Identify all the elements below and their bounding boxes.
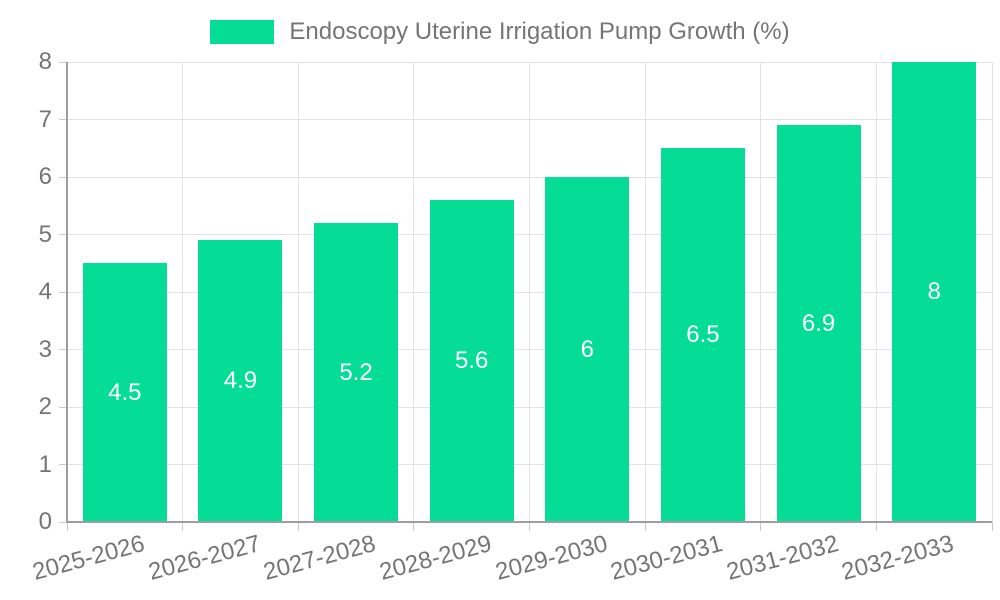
bar-value-label: 5.2	[339, 358, 373, 386]
v-gridline	[297, 62, 299, 522]
y-tick-label: 7	[38, 105, 52, 133]
bar[interactable]	[776, 125, 861, 521]
bar[interactable]	[545, 177, 630, 521]
x-tick	[991, 522, 993, 531]
bar[interactable]	[660, 148, 745, 521]
bar[interactable]	[82, 263, 167, 521]
x-axis-line	[67, 521, 992, 523]
y-tick-label: 2	[38, 393, 52, 420]
legend-item[interactable]: Endoscopy Uterine Irrigation Pump Growth…	[210, 18, 790, 46]
y-tick-label: 6	[38, 163, 52, 190]
x-tick-label: 2031-2032	[723, 530, 842, 586]
bar[interactable]	[198, 240, 283, 521]
y-tick-label: 0	[38, 508, 52, 535]
v-gridline	[413, 62, 415, 522]
v-gridline	[875, 62, 877, 522]
legend-label: Endoscopy Uterine Irrigation Pump Growth…	[289, 18, 790, 45]
bar[interactable]	[314, 223, 399, 521]
y-tick-label: 3	[38, 335, 52, 363]
y-tick	[59, 521, 67, 523]
y-tick	[59, 464, 67, 465]
y-tick-label: 1	[38, 450, 52, 478]
bar[interactable]	[429, 200, 514, 521]
v-gridline	[529, 62, 530, 522]
legend-swatch	[210, 20, 275, 44]
v-gridline	[644, 62, 646, 522]
x-tick-label: 2027-2028	[260, 530, 379, 586]
y-tick-label: 4	[38, 278, 52, 305]
x-tick-label: 2026-2027	[145, 530, 264, 586]
y-tick	[59, 119, 67, 120]
y-tick	[59, 291, 67, 293]
y-tick-label: 5	[38, 220, 52, 248]
x-tick	[875, 522, 877, 531]
x-tick	[760, 522, 762, 531]
bar-value-label: 6	[580, 335, 594, 363]
bar-value-label: 4.5	[108, 378, 142, 406]
v-gridline	[182, 62, 184, 522]
x-tick	[644, 522, 646, 531]
x-tick	[529, 522, 530, 531]
bar-value-label: 6.9	[801, 309, 836, 337]
bar-value-label: 5.6	[455, 347, 489, 374]
y-tick	[59, 349, 67, 350]
x-tick-label: 2028-2029	[376, 530, 495, 586]
y-tick-label: 8	[38, 48, 52, 75]
bar-value-label: 8	[927, 278, 941, 305]
v-gridline	[760, 62, 762, 522]
x-tick	[66, 522, 68, 531]
bar-value-label: 4.9	[223, 367, 258, 395]
x-tick	[297, 522, 299, 531]
y-tick	[59, 61, 67, 63]
v-gridline	[991, 62, 993, 522]
x-tick-label: 2030-2031	[607, 530, 726, 586]
bar-value-label: 6.5	[686, 321, 720, 349]
x-tick-label: 2032-2033	[839, 530, 957, 586]
x-tick-label: 2025-2026	[29, 530, 148, 586]
legend: Endoscopy Uterine Irrigation Pump Growth…	[0, 18, 1000, 46]
bar[interactable]	[892, 62, 977, 521]
y-tick	[59, 406, 67, 408]
y-tick	[59, 234, 67, 235]
x-tick	[413, 522, 415, 531]
y-tick	[59, 176, 67, 178]
y-axis-line	[66, 62, 68, 523]
x-tick-label: 2029-2030	[492, 530, 611, 586]
x-tick	[182, 522, 184, 531]
